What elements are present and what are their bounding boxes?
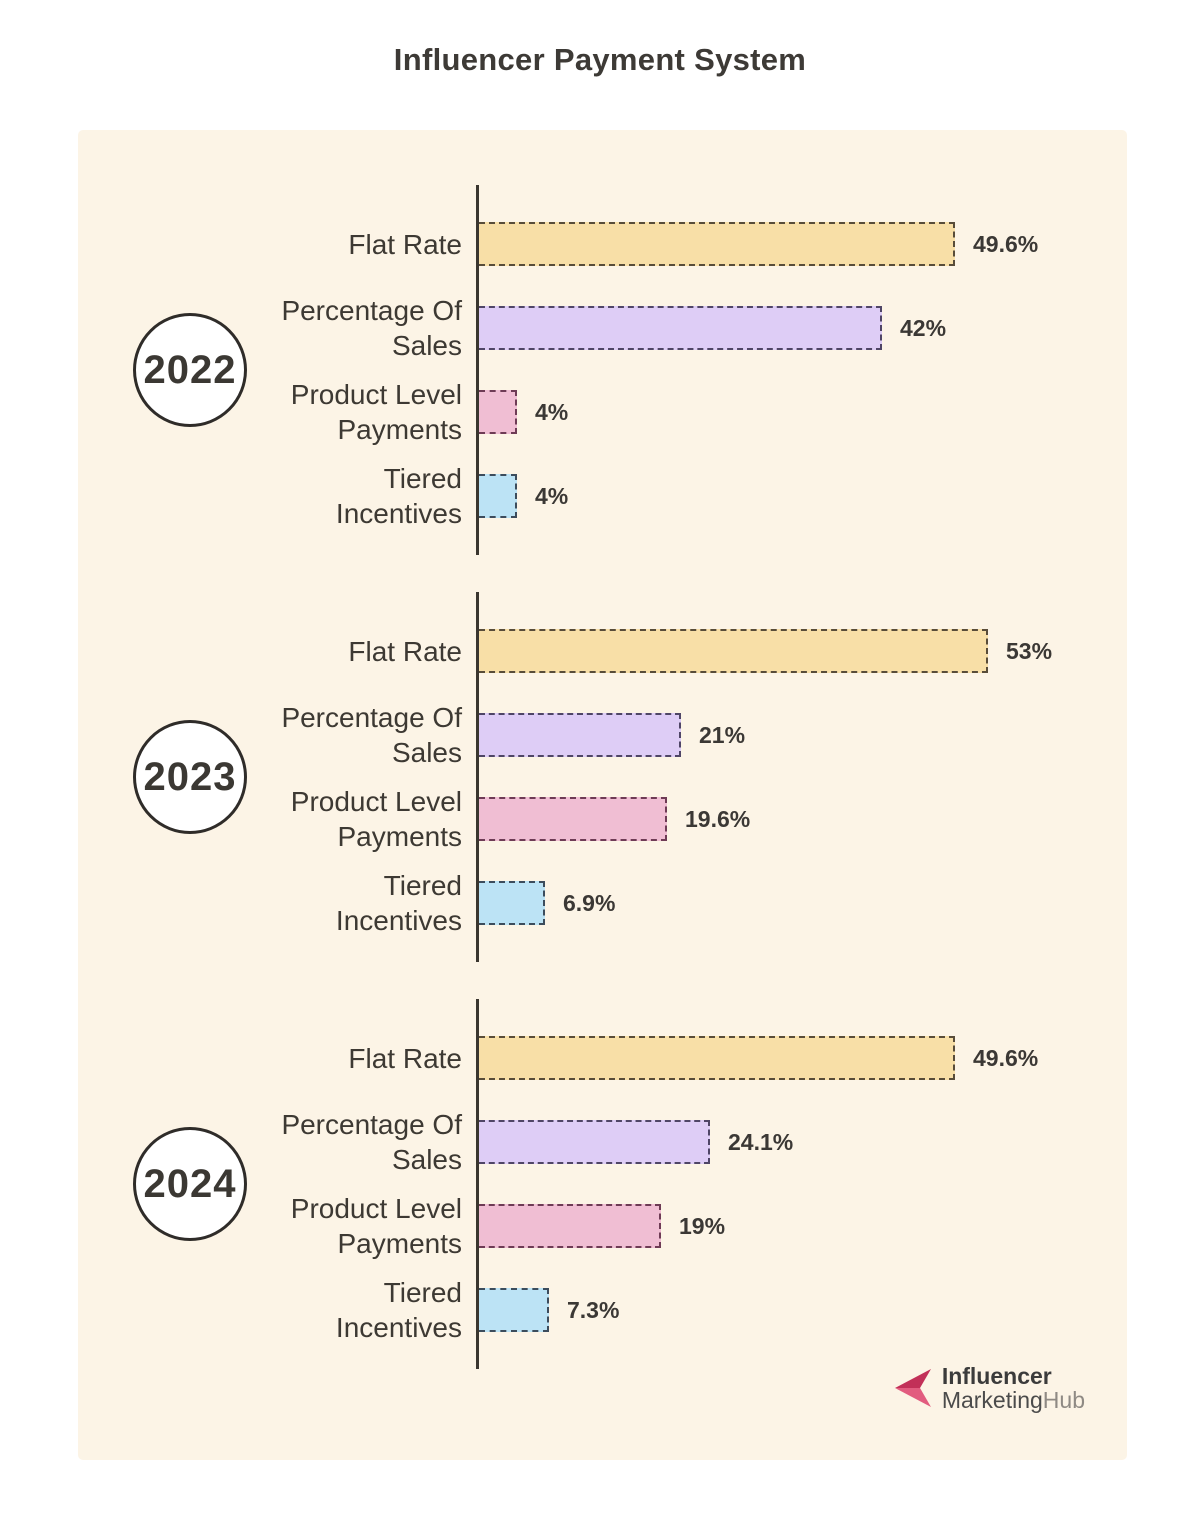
logo-line1: Influencer bbox=[941, 1362, 1052, 1389]
category-label-flat-rate: Flat Rate bbox=[348, 1042, 462, 1074]
year-label: 2022 bbox=[143, 347, 237, 392]
bar-flat-rate bbox=[479, 629, 988, 673]
bar-value-tiered-incentives: 6.9% bbox=[563, 889, 616, 916]
category-label-flat-rate: Flat Rate bbox=[348, 228, 462, 260]
bar-flat-rate bbox=[479, 222, 955, 266]
bar-row-tiered-incentives: 6.9% bbox=[479, 861, 1127, 945]
bar-value-percentage-of-sales: 24.1% bbox=[728, 1128, 794, 1155]
year-chart-group-2023: 2023 Flat Rate Percentage Of Sales Product… bbox=[78, 592, 1127, 962]
year-label: 2024 bbox=[143, 1161, 237, 1206]
category-label-percentage-of-sales: Percentage Of Sales bbox=[281, 702, 462, 768]
imh-arrow-icon bbox=[894, 1368, 931, 1407]
bar-row-percentage-of-sales: 21% bbox=[479, 693, 1127, 777]
category-label-product-level-payments: Product Level Payments bbox=[290, 1193, 462, 1259]
category-labels-column: Flat Rate Percentage Of Sales Product Leve… bbox=[78, 999, 476, 1369]
bar-tiered-incentives bbox=[479, 474, 517, 518]
bar-row-tiered-incentives: 7.3% bbox=[479, 1268, 1127, 1352]
bar-row-percentage-of-sales: 24.1% bbox=[479, 1100, 1127, 1184]
chart-groups: 2022 Flat Rate Percentage Of Sales Product… bbox=[78, 185, 1127, 1369]
category-label-product-level-payments: Product Level Payments bbox=[290, 786, 462, 852]
bar-tiered-incentives bbox=[479, 1288, 549, 1332]
year-chart-group-2022: 2022 Flat Rate Percentage Of Sales Product… bbox=[78, 185, 1127, 555]
bar-product-level-payments bbox=[479, 390, 517, 434]
bar-value-product-level-payments: 4% bbox=[535, 398, 569, 425]
bar-value-product-level-payments: 19.6% bbox=[685, 805, 751, 832]
year-badge: 2023 bbox=[133, 720, 247, 834]
bar-row-flat-rate: 53% bbox=[479, 609, 1127, 693]
bar-row-flat-rate: 49.6% bbox=[479, 1016, 1127, 1100]
category-label-percentage-of-sales: Percentage Of Sales bbox=[281, 295, 462, 361]
bar-tiered-incentives bbox=[479, 881, 545, 925]
imh-logo: Influencer MarketingHub bbox=[893, 1364, 1085, 1412]
bar-product-level-payments bbox=[479, 797, 667, 841]
category-label-percentage-of-sales: Percentage Of Sales bbox=[281, 1109, 462, 1175]
bar-percentage-of-sales bbox=[479, 713, 681, 757]
bar-row-flat-rate: 49.6% bbox=[479, 202, 1127, 286]
chart-panel: 2022 Flat Rate Percentage Of Sales Product… bbox=[78, 130, 1127, 1460]
bar-value-percentage-of-sales: 21% bbox=[699, 721, 746, 748]
category-labels-column: Flat Rate Percentage Of Sales Product Leve… bbox=[78, 185, 476, 555]
bar-percentage-of-sales bbox=[479, 306, 882, 350]
bar-percentage-of-sales bbox=[479, 1120, 710, 1164]
bar-row-product-level-payments: 4% bbox=[479, 370, 1127, 454]
axis-and-bars: 53% 21% 19.6% 6.9% bbox=[476, 592, 1127, 962]
logo-hub: Hub bbox=[1042, 1386, 1085, 1413]
year-badge: 2024 bbox=[133, 1127, 247, 1241]
logo-marketing: Marketing bbox=[941, 1386, 1043, 1413]
axis-and-bars: 49.6% 24.1% 19% 7.3% bbox=[476, 999, 1127, 1369]
bar-value-percentage-of-sales: 42% bbox=[900, 314, 947, 341]
bar-row-percentage-of-sales: 42% bbox=[479, 286, 1127, 370]
bar-product-level-payments bbox=[479, 1204, 661, 1248]
year-label: 2023 bbox=[143, 754, 237, 799]
logo-line2: MarketingHub bbox=[942, 1388, 1085, 1412]
bar-value-flat-rate: 53% bbox=[1006, 637, 1053, 664]
bar-value-tiered-incentives: 7.3% bbox=[567, 1296, 620, 1323]
bar-value-flat-rate: 49.6% bbox=[973, 230, 1039, 257]
year-chart-group-2024: 2024 Flat Rate Percentage Of Sales Product… bbox=[78, 999, 1127, 1369]
page-title: Influencer Payment System bbox=[393, 42, 807, 77]
category-label-tiered-incentives: Tiered Incentives bbox=[335, 1277, 462, 1343]
category-label-tiered-incentives: Tiered Incentives bbox=[335, 463, 462, 529]
bar-flat-rate bbox=[479, 1036, 955, 1080]
category-label-product-level-payments: Product Level Payments bbox=[290, 379, 462, 445]
category-label-tiered-incentives: Tiered Incentives bbox=[335, 870, 462, 936]
bar-value-flat-rate: 49.6% bbox=[973, 1044, 1039, 1071]
bar-row-tiered-incentives: 4% bbox=[479, 454, 1127, 538]
bar-value-tiered-incentives: 4% bbox=[535, 482, 569, 509]
year-badge: 2022 bbox=[133, 313, 247, 427]
axis-and-bars: 49.6% 42% 4% 4% bbox=[476, 185, 1127, 555]
imh-logo-text: Influencer MarketingHub bbox=[942, 1364, 1085, 1412]
bar-row-product-level-payments: 19.6% bbox=[479, 777, 1127, 861]
bar-value-product-level-payments: 19% bbox=[679, 1212, 726, 1239]
category-labels-column: Flat Rate Percentage Of Sales Product Leve… bbox=[78, 592, 476, 962]
category-label-flat-rate: Flat Rate bbox=[348, 635, 462, 667]
bar-row-product-level-payments: 19% bbox=[479, 1184, 1127, 1268]
